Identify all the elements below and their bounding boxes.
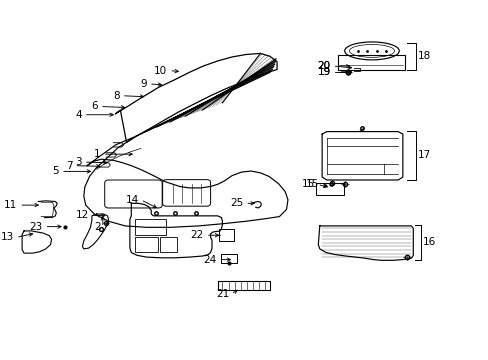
Text: 20: 20 (317, 61, 330, 71)
Text: 25: 25 (230, 198, 243, 208)
Text: 21: 21 (215, 289, 229, 299)
Text: 24: 24 (203, 255, 216, 265)
Text: 2: 2 (94, 222, 101, 232)
Text: 15: 15 (305, 179, 319, 189)
Text: 20: 20 (317, 61, 330, 71)
Text: 1: 1 (94, 149, 101, 159)
Text: 9: 9 (140, 79, 147, 89)
Text: 16: 16 (422, 237, 435, 247)
Text: 19: 19 (317, 67, 330, 77)
Text: 10: 10 (154, 66, 167, 76)
Text: 17: 17 (417, 150, 430, 160)
Text: 7: 7 (66, 161, 72, 171)
Text: 13: 13 (1, 232, 14, 242)
Text: 3: 3 (75, 157, 82, 167)
Text: 14: 14 (125, 195, 139, 205)
Text: 22: 22 (190, 230, 203, 240)
Text: 23: 23 (29, 222, 42, 231)
Text: 5: 5 (52, 166, 59, 176)
Text: 15: 15 (302, 179, 315, 189)
Text: 11: 11 (4, 200, 18, 210)
Text: 19: 19 (317, 67, 330, 77)
Text: 8: 8 (113, 91, 120, 101)
Text: 18: 18 (417, 51, 430, 61)
Text: 4: 4 (75, 110, 82, 120)
Text: 12: 12 (75, 210, 88, 220)
Text: 6: 6 (91, 102, 98, 112)
